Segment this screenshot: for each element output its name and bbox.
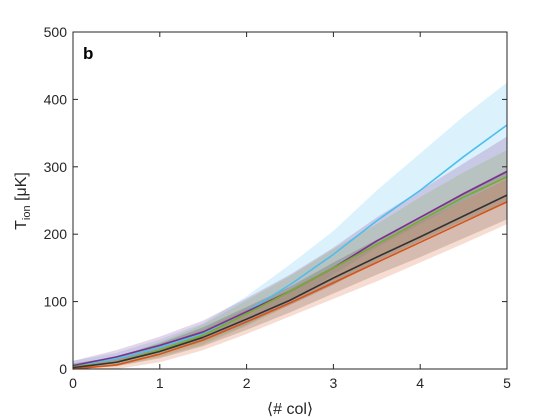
tick-labels: 0 1 2 3 4 5 0 100 200 300 400 500 (44, 24, 511, 391)
series-line-5 (72, 201, 508, 370)
x-tick-label: 0 (69, 375, 77, 391)
y-tick-label: 200 (44, 226, 68, 242)
plot-frame (72, 31, 508, 370)
x-tick-label: 2 (243, 375, 251, 391)
y-axis-label: Tion [μK] (13, 172, 33, 230)
y-axis-label-subscript: ion (21, 205, 33, 220)
x-tick-label: 1 (156, 375, 164, 391)
y-axis-label-unit: [μK] (13, 172, 30, 205)
x-tick-label: 3 (330, 375, 338, 391)
series-line-3 (72, 176, 508, 368)
y-tick-label: 500 (44, 24, 68, 40)
y-tick-label: 0 (59, 361, 67, 377)
y-axis-label-main: T (13, 220, 30, 230)
x-tick-label: 4 (416, 375, 424, 391)
series-lines (72, 124, 508, 370)
x-tick-label: 5 (503, 375, 511, 391)
panel-label: b (83, 44, 93, 63)
y-tick-label: 400 (44, 91, 68, 107)
y-tick-label: 100 (44, 294, 68, 310)
axes (72, 31, 508, 370)
y-tick-label: 300 (44, 159, 68, 175)
series-line-1 (72, 124, 508, 367)
x-axis-label: ⟨# col⟩ (267, 401, 313, 418)
series-line-4 (72, 194, 508, 369)
